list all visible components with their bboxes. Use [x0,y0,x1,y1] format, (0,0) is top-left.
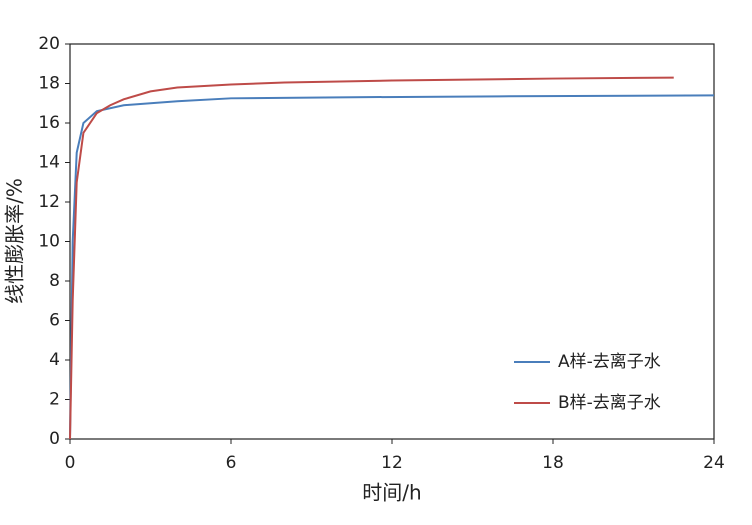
y-tick-label: 16 [38,113,60,133]
y-tick-label: 12 [38,192,60,212]
x-tick-label: 24 [703,453,725,473]
y-tick-label: 0 [49,429,60,449]
y-tick-label: 20 [38,34,60,54]
data-line [69,76,674,440]
x-tick-label: 0 [65,453,76,473]
y-tick-label: 10 [38,232,60,252]
data-line [69,94,715,440]
x-tick-label: 18 [542,453,564,473]
y-tick-label: 6 [49,311,60,331]
y-tick-label: 2 [49,390,60,410]
legend-label: A样-去离子水 [558,352,661,372]
y-tick-label: 14 [38,153,60,173]
x-axis-label: 时间/h [362,481,421,505]
legend-label: B样-去离子水 [558,393,661,413]
y-tick-label: 8 [49,271,60,291]
y-tick-label: 4 [49,350,60,370]
x-tick-label: 12 [381,453,403,473]
plot-frame [69,43,715,440]
x-tick-label: 6 [226,453,237,473]
y-tick-label: 18 [38,74,60,94]
y-axis-label: 线性膨胀率/% [3,178,27,304]
